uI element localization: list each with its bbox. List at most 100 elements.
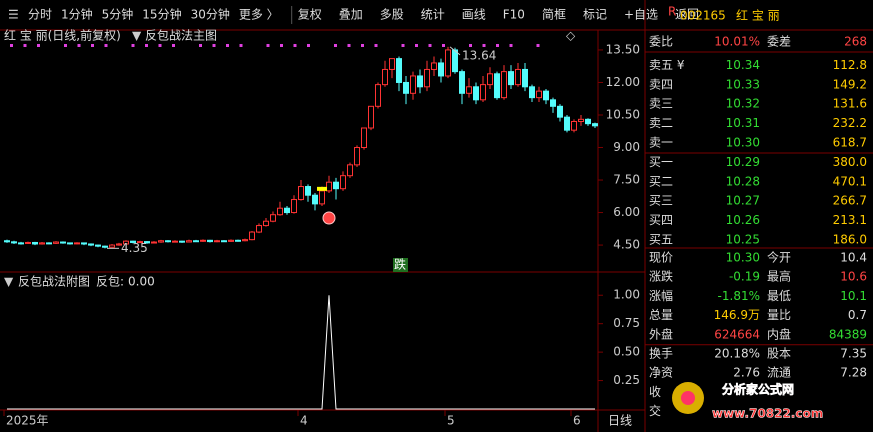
signal-dot xyxy=(509,44,513,47)
candle-body xyxy=(564,116,570,131)
candle-body xyxy=(347,164,353,177)
toolbar-button[interactable]: 1分钟 xyxy=(61,7,93,22)
book-volume: 186.0 xyxy=(833,233,867,247)
toolbar-button[interactable]: 复权 xyxy=(298,8,322,22)
book-price: 10.33 xyxy=(726,77,760,91)
candle-body xyxy=(368,105,374,129)
candle-body xyxy=(403,81,409,94)
menu-icon: ☰ xyxy=(8,8,19,22)
book-price: 10.25 xyxy=(726,233,760,247)
book-price: 10.32 xyxy=(726,97,760,111)
toolbar-button[interactable]: 标记 xyxy=(583,8,607,22)
candle-body xyxy=(263,220,269,227)
x-tick-label: 5 xyxy=(447,414,455,428)
candle-body xyxy=(249,231,255,241)
stat-label: 收 xyxy=(649,385,661,399)
signal-badge-bg xyxy=(393,258,408,272)
candle-body xyxy=(123,240,129,245)
candle-body xyxy=(270,214,276,222)
book-volume: 380.0 xyxy=(833,155,867,169)
candle-body xyxy=(550,99,556,107)
book-label: 买二 xyxy=(649,174,673,188)
book-label: 卖二 xyxy=(649,116,673,130)
signal-dot xyxy=(226,44,229,47)
value: 10.01% xyxy=(714,35,760,49)
signal-dot xyxy=(347,44,351,47)
candle-body xyxy=(242,239,248,242)
y-tick-label: 13.50 xyxy=(606,42,640,56)
candle-body xyxy=(480,84,486,101)
candle-body xyxy=(25,241,31,244)
candle-body xyxy=(277,207,283,216)
toolbar-button[interactable]: 5分钟 xyxy=(102,7,134,22)
book-volume: 618.7 xyxy=(833,136,867,150)
signal-dot xyxy=(10,44,13,47)
signal-dot xyxy=(482,44,486,47)
toolbar-button[interactable]: F10 xyxy=(503,8,525,22)
marker-icon xyxy=(322,211,336,225)
logo xyxy=(681,391,695,405)
y-tick-label: 12.00 xyxy=(606,75,640,89)
y-tick-label: 4.50 xyxy=(613,238,640,252)
candle-body xyxy=(305,186,311,196)
toolbar-button[interactable]: 15分钟 xyxy=(142,7,181,22)
toolbar-button[interactable]: 叠加 xyxy=(339,8,363,22)
candle-body xyxy=(39,242,45,245)
candle-body xyxy=(354,147,360,166)
stat-value: 10.6 xyxy=(840,270,867,284)
signal-dot xyxy=(212,44,216,47)
toolbar-button[interactable]: 更多 〉 xyxy=(239,8,279,22)
toolbar-button[interactable]: 多股 xyxy=(380,8,404,22)
signal-dot xyxy=(293,44,297,47)
candle-body xyxy=(186,240,192,243)
stat-label: 今开 xyxy=(767,250,791,265)
toolbar-button[interactable]: 返回 xyxy=(675,8,699,22)
candle-body xyxy=(81,242,87,245)
candle-body xyxy=(221,240,227,243)
signal-dot xyxy=(442,44,445,47)
chart-title: 红 宝 丽(日线,前复权) xyxy=(4,28,121,43)
candle-body xyxy=(396,58,402,83)
y-tick-label: 0.75 xyxy=(613,316,640,330)
candle-body xyxy=(235,239,241,242)
candle-body xyxy=(445,49,451,77)
candle-body xyxy=(529,86,535,99)
candle-body xyxy=(179,240,185,243)
signal-dot xyxy=(401,44,405,47)
toolbar-button[interactable]: +自选 xyxy=(624,8,658,22)
candle-body xyxy=(130,240,136,243)
signal-dot xyxy=(469,44,472,47)
book-label: 买五 xyxy=(649,233,673,247)
signal-dot xyxy=(361,44,364,47)
stat-label: 涨跌 xyxy=(649,269,673,284)
stat-value: 0.7 xyxy=(848,308,867,322)
candle-body xyxy=(95,244,101,247)
book-label: 卖四 xyxy=(649,77,673,91)
y-tick-label: 10.50 xyxy=(606,107,640,121)
toolbar-button[interactable]: 分时 xyxy=(28,8,52,22)
candle-body xyxy=(501,71,507,99)
high-label: 13.64 xyxy=(462,48,496,62)
watermark-name: 分析家公式网 xyxy=(722,382,794,397)
candle-body xyxy=(571,120,577,131)
candle-body xyxy=(438,62,444,77)
toolbar-button[interactable]: 简框 xyxy=(542,8,566,22)
candle-body xyxy=(74,242,80,245)
signal-dot xyxy=(280,44,283,47)
book-label: 买四 xyxy=(649,213,673,227)
signal-dot xyxy=(199,44,202,47)
stat-label: 现价 xyxy=(649,251,673,265)
candle-body xyxy=(291,199,297,214)
toolbar-button[interactable]: 30分钟 xyxy=(191,7,230,22)
y-tick-label: 0.50 xyxy=(613,345,640,359)
signal-dot xyxy=(374,44,378,47)
signal-dot xyxy=(37,44,40,47)
x-tick-label: 2025年 xyxy=(6,414,49,428)
toolbar-button[interactable]: 统计 xyxy=(421,8,445,22)
stat-label: 涨幅 xyxy=(649,288,673,303)
toolbar-button[interactable]: 画线 xyxy=(462,8,486,22)
signal-dot xyxy=(334,44,337,47)
candle-body xyxy=(417,75,423,88)
